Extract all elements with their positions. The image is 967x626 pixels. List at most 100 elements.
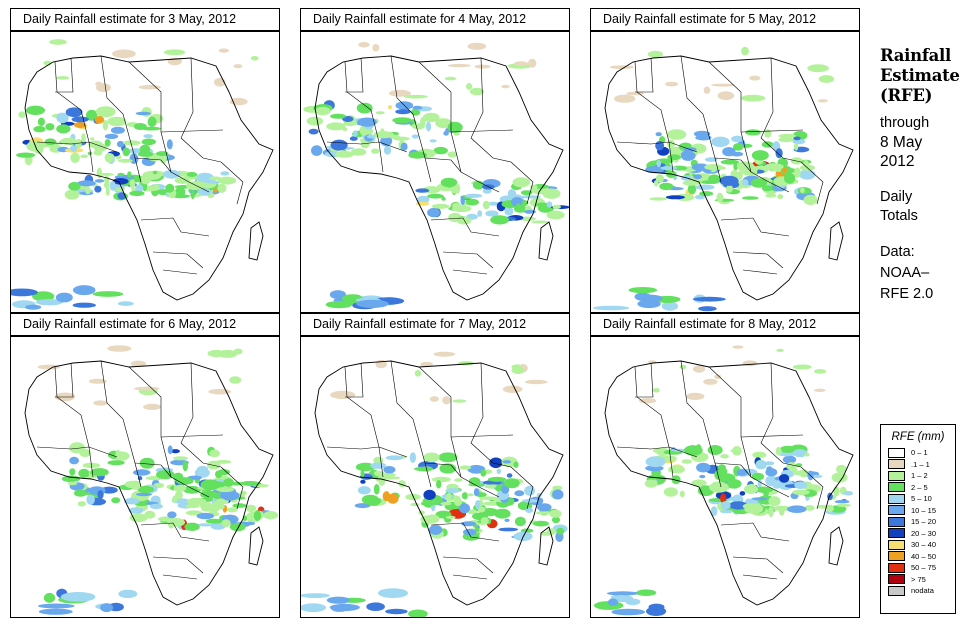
country-border bbox=[634, 366, 674, 478]
country-border bbox=[742, 574, 778, 580]
panel-title: Daily Rainfall estimate for 8 May, 2012 bbox=[590, 313, 860, 336]
country-border bbox=[720, 522, 790, 542]
legend-swatch bbox=[888, 562, 905, 573]
through-date-line: 2012 bbox=[880, 153, 915, 170]
country-border bbox=[616, 141, 698, 153]
legend-label: 10 – 15 bbox=[911, 505, 937, 515]
legend-item: 2 – 5 bbox=[881, 482, 955, 494]
panel-title: Daily Rainfall estimate for 4 May, 2012 bbox=[300, 8, 570, 31]
legend-item: 15 – 20 bbox=[881, 516, 955, 528]
country-border bbox=[344, 61, 384, 173]
through-date-line: 8 May bbox=[880, 134, 923, 151]
legend-item: > 75 bbox=[881, 574, 955, 586]
country-border bbox=[128, 61, 172, 173]
country-border bbox=[450, 129, 514, 133]
panel-title: Daily Rainfall estimate for 6 May, 2012 bbox=[10, 313, 280, 336]
legend-label: 20 – 30 bbox=[911, 528, 937, 538]
country-border bbox=[220, 161, 244, 205]
country-border bbox=[152, 251, 204, 269]
country-border bbox=[740, 129, 804, 133]
country-border bbox=[162, 269, 198, 275]
legend-swatch bbox=[888, 539, 905, 550]
rainfall-panel-5-may: Daily Rainfall estimate for 5 May, 2012 bbox=[590, 8, 860, 313]
country-border bbox=[54, 61, 94, 173]
totals-label: Totals bbox=[880, 208, 918, 224]
legend-title: RFE (mm) bbox=[891, 431, 945, 443]
rainfall-map bbox=[590, 31, 860, 313]
continent-outline bbox=[314, 55, 564, 301]
daily-label: Daily bbox=[880, 189, 913, 205]
legend-item: 0 – 1 bbox=[881, 447, 955, 459]
country-border bbox=[390, 360, 432, 488]
country-border bbox=[452, 269, 488, 275]
legend-item: 1 – 2 bbox=[881, 470, 955, 482]
country-border bbox=[635, 362, 654, 398]
country-border bbox=[708, 61, 752, 173]
rainfall-map bbox=[10, 31, 280, 313]
data-source-line: NOAA– bbox=[880, 265, 930, 281]
country-border bbox=[54, 366, 94, 478]
continent-outline bbox=[24, 360, 274, 606]
continent-outline bbox=[314, 360, 564, 606]
through-label: through bbox=[880, 115, 930, 131]
legend-label: 50 – 75 bbox=[911, 563, 937, 573]
madagascar-outline bbox=[828, 221, 844, 261]
continent-outline bbox=[24, 55, 274, 301]
madagascar-outline bbox=[828, 526, 844, 566]
legend-label: nodata bbox=[911, 586, 934, 596]
legend-swatch bbox=[888, 551, 905, 562]
panel-title: Daily Rainfall estimate for 5 May, 2012 bbox=[590, 8, 860, 31]
country-border bbox=[680, 360, 722, 488]
country-border bbox=[55, 362, 74, 398]
country-border bbox=[162, 574, 198, 580]
rainfall-map bbox=[10, 336, 280, 618]
country-border bbox=[180, 57, 222, 163]
country-border bbox=[470, 362, 512, 468]
country-border bbox=[430, 522, 500, 542]
sidebar-title-line: Estimate bbox=[880, 66, 960, 85]
legend-label: 40 – 50 bbox=[911, 551, 937, 561]
legend-swatch bbox=[888, 493, 905, 504]
country-border bbox=[760, 362, 802, 468]
legend-item: 40 – 50 bbox=[881, 551, 955, 563]
legend-item: 30 – 40 bbox=[881, 539, 955, 551]
country-border bbox=[714, 462, 790, 498]
country-border bbox=[36, 141, 118, 153]
legend-swatch bbox=[888, 447, 905, 458]
legend-item: 50 – 75 bbox=[881, 562, 955, 574]
country-border bbox=[220, 466, 244, 510]
legend-swatch bbox=[888, 482, 905, 493]
madagascar-outline bbox=[538, 221, 554, 261]
madagascar-outline bbox=[248, 526, 264, 566]
country-border bbox=[140, 217, 210, 237]
country-border bbox=[100, 360, 142, 488]
country-border bbox=[418, 61, 462, 173]
country-border bbox=[100, 55, 142, 183]
country-border bbox=[510, 161, 534, 205]
continent-outline bbox=[604, 360, 854, 606]
legend-swatch bbox=[888, 505, 905, 516]
sidebar-title-line: (RFE) bbox=[880, 86, 933, 105]
legend-label: 2 – 5 bbox=[911, 482, 928, 492]
country-border bbox=[452, 574, 488, 580]
rainfall-field bbox=[303, 41, 569, 310]
rainfall-field bbox=[37, 345, 278, 615]
legend-swatch bbox=[888, 585, 905, 596]
rainfall-field bbox=[593, 345, 854, 616]
rainfall-panel-8-may: Daily Rainfall estimate for 8 May, 2012 bbox=[590, 313, 860, 618]
legend-swatch bbox=[888, 574, 905, 585]
panel-title: Daily Rainfall estimate for 3 May, 2012 bbox=[10, 8, 280, 31]
country-border bbox=[344, 366, 384, 478]
legend-label: 0 – 1 bbox=[911, 448, 928, 458]
country-border bbox=[680, 55, 722, 183]
continent-outline bbox=[604, 55, 854, 301]
country-border bbox=[442, 556, 494, 574]
country-border bbox=[326, 141, 408, 153]
rainfall-field bbox=[301, 351, 568, 617]
country-border bbox=[424, 462, 500, 498]
country-border bbox=[326, 446, 408, 458]
country-border bbox=[160, 434, 224, 438]
rainfall-panel-4-may: Daily Rainfall estimate for 4 May, 2012 bbox=[300, 8, 570, 313]
country-border bbox=[732, 556, 784, 574]
